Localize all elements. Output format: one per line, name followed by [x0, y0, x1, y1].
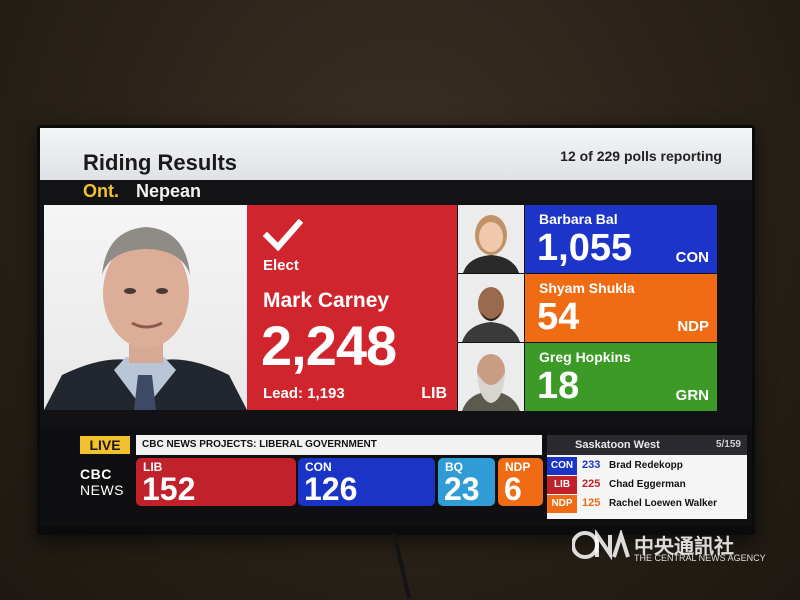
seat-value: 152	[142, 471, 196, 507]
candidate-photo-bal	[458, 205, 524, 273]
news-ticker: LIVE CBC NEWS PROJECTS: LIBERAL GOVERNME…	[40, 428, 752, 526]
elect-label: Elect	[263, 257, 299, 274]
candidate-card-con: Barbara Bal 1,055 CON	[525, 205, 717, 273]
page-title: Riding Results	[83, 150, 238, 175]
watermark-english: THE CENTRAL NEWS AGENCY	[634, 553, 766, 563]
candidate-name: Greg Hopkins	[539, 349, 631, 365]
seat-count-bq: BQ 23	[438, 458, 495, 507]
candidate-votes: 1,055	[537, 227, 633, 269]
candidate-card-ndp: Shyam Shukla 54 NDP	[525, 274, 717, 342]
cna-logo-icon	[571, 528, 630, 561]
polls-reporting: 12 of 229 polls reporting	[560, 148, 722, 164]
candidate-votes: 18	[537, 365, 580, 407]
candidate-name: Barbara Bal	[539, 211, 618, 227]
province-label: Ont.	[83, 181, 119, 201]
results-header: Riding Results 12 of 229 polls reporting	[40, 128, 752, 180]
side-row: LIB 225 Chad Eggerman	[547, 476, 747, 494]
seat-value: 23	[444, 471, 480, 507]
side-riding-title: Saskatoon West 5/159	[547, 435, 747, 455]
side-row: CON 233 Brad Redekopp	[547, 457, 747, 475]
side-row-party: CON	[547, 457, 577, 475]
candidate-votes: 54	[537, 296, 580, 338]
side-riding-panel: Saskatoon West 5/159 CON 233 Brad Redeko…	[547, 435, 747, 519]
cna-watermark: 中央通訊社 THE CENTRAL NEWS AGENCY	[571, 528, 766, 565]
watermark-chinese: 中央通訊社	[634, 536, 734, 558]
seat-party: BQ	[445, 460, 463, 474]
candidate-card-grn: Greg Hopkins 18 GRN	[525, 343, 717, 411]
winner-photo	[44, 205, 247, 410]
side-row-name: Chad Eggerman	[609, 479, 686, 490]
winner-name: Mark Carney	[263, 289, 390, 312]
winner-card: Elect Mark Carney 2,248 Lead: 1,193 LIB	[247, 205, 457, 410]
seat-party: LIB	[143, 460, 163, 474]
live-badge: LIVE	[80, 436, 130, 454]
candidate-name: Shyam Shukla	[539, 280, 635, 296]
winner-party: LIB	[421, 385, 447, 402]
side-row-votes: 225	[582, 478, 601, 490]
seat-value: 6	[504, 471, 522, 507]
candidate-party: CON	[675, 249, 709, 266]
winner-votes: 2,248	[261, 314, 397, 377]
side-row-name: Rachel Loewen Walker	[609, 498, 717, 509]
riding-name: Nepean	[136, 181, 202, 201]
candidate-party: NDP	[677, 318, 709, 335]
brand-line-1: CBC	[80, 466, 112, 482]
side-row: NDP 125 Rachel Loewen Walker	[547, 495, 747, 513]
cbc-news-logo: CBC NEWS	[80, 466, 124, 498]
side-row-party: LIB	[547, 476, 577, 494]
side-row-name: Brad Redekopp	[609, 460, 683, 471]
riding-bar: Ont. Nepean	[40, 180, 752, 204]
winner-lead: Lead: 1,193	[263, 385, 345, 402]
tv-cable	[392, 532, 412, 599]
tv-screen: Riding Results 12 of 229 polls reporting…	[40, 128, 752, 526]
seat-party: CON	[305, 460, 332, 474]
side-riding-count: 5/159	[715, 439, 741, 450]
checkmark-icon	[263, 219, 303, 252]
seat-count-con: CON 126	[298, 458, 435, 507]
candidate-photo-shukla	[458, 274, 524, 342]
side-row-party: NDP	[547, 495, 577, 513]
ticker-headline: CBC NEWS PROJECTS: LIBERAL GOVERNMENT	[136, 435, 542, 455]
brand-line-2: NEWS	[80, 482, 124, 498]
side-riding-name: Saskatoon West	[575, 439, 660, 451]
candidate-party: GRN	[675, 387, 709, 404]
seat-party: NDP	[505, 460, 531, 474]
seat-count-lib: LIB 152	[136, 458, 296, 507]
side-row-votes: 125	[582, 497, 601, 509]
seat-value: 126	[304, 471, 358, 507]
seat-count-ndp: NDP 6	[498, 458, 543, 507]
side-row-votes: 233	[582, 459, 601, 471]
candidate-photo-hopkins	[458, 343, 524, 411]
